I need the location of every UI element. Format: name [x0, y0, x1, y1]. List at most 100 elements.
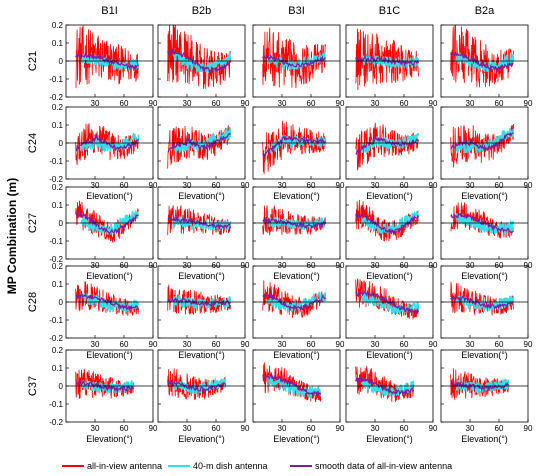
column-title-b2b: B2b: [192, 5, 212, 17]
row-label-c24: C24: [27, 133, 39, 153]
x-tick-label: 60: [120, 340, 129, 349]
y-tick-label: 0.2: [52, 262, 64, 271]
panel-c37-b1i: 0.2 0.1 0 -0.1 -0.2 30 60 90 Elevation(°): [49, 346, 158, 444]
x-axis-title: Elevation(°): [178, 434, 225, 444]
x-tick-label: 30: [371, 181, 380, 190]
row-label-c37: C37: [27, 376, 39, 396]
y-tick-label: -0.1: [49, 316, 63, 325]
y-tick-label: 0: [59, 219, 64, 228]
legend-label-smooth: smooth data of all-in-view antenna: [315, 461, 452, 471]
x-tick-label: 30: [183, 181, 192, 190]
x-axis-title: Elevation(°): [366, 434, 413, 444]
series-smooth: [167, 296, 232, 307]
column-title-b1c: B1C: [379, 5, 400, 17]
panel-c27-b2b: 30 60 90 Elevation(°): [157, 186, 250, 281]
series-smooth: [262, 134, 327, 158]
panel-c21-b2b: 30 60 90: [157, 24, 250, 108]
x-tick-label: 30: [91, 340, 100, 349]
row-label-c21: C21: [27, 51, 39, 71]
y-tick-label: 0.1: [52, 201, 64, 210]
x-axis-title: Elevation(°): [273, 350, 320, 360]
panel-c37-b1c: 30 60 90 Elevation(°): [345, 349, 438, 444]
x-tick-label: 30: [371, 424, 380, 433]
panel-c24-b2a: 30 60 90 Elevation(°): [440, 106, 533, 201]
series-all-in-view: [75, 25, 139, 88]
x-tick-label: 60: [307, 99, 316, 108]
x-tick-label: 90: [336, 424, 345, 433]
x-axis-title: Elevation(°): [461, 191, 508, 201]
y-tick-label: -0.1: [49, 400, 63, 409]
x-tick-label: 90: [429, 181, 438, 190]
panel-c37-b2b: 30 60 90 Elevation(°): [157, 349, 250, 444]
column-title-b3i: B3I: [288, 5, 305, 17]
x-tick-label: 90: [241, 99, 250, 108]
y-tick-label: -0.2: [49, 418, 63, 427]
series-smooth: [450, 132, 514, 152]
panel-c21-b2a: 30 60 90: [440, 24, 533, 108]
x-tick-label: 60: [307, 340, 316, 349]
panel-c28-b2b: 30 60 90 Elevation(°): [157, 265, 250, 360]
x-tick-label: 30: [278, 424, 287, 433]
panel-c28-b3i: 30 60 90 Elevation(°): [252, 265, 345, 360]
panel-c28-b2a: 30 60 90 Elevation(°): [440, 265, 533, 360]
series-all-in-view: [262, 280, 326, 318]
legend-item-all_in_view: all-in-view antenna: [62, 461, 162, 471]
series-smooth: [355, 212, 419, 235]
x-tick-label: 30: [183, 261, 192, 270]
x-tick-label: 60: [307, 181, 316, 190]
y-tick-label: -0.2: [49, 175, 63, 184]
y-tick-label: 0.1: [52, 364, 64, 373]
y-tick-label: -0.2: [49, 334, 63, 343]
x-tick-label: 30: [278, 99, 287, 108]
x-axis-title: Elevation(°): [366, 191, 413, 201]
x-tick-label: 30: [466, 261, 475, 270]
x-tick-label: 60: [120, 181, 129, 190]
x-axis-title: Elevation(°): [273, 434, 320, 444]
x-tick-label: 90: [524, 181, 533, 190]
y-tick-label: 0: [59, 139, 64, 148]
legend-label-dish_40m: 40-m dish antenna: [193, 461, 268, 471]
x-tick-label: 30: [371, 99, 380, 108]
y-tick-label: 0: [59, 298, 64, 307]
legend-item-dish_40m: 40-m dish antenna: [168, 461, 268, 471]
x-tick-label: 90: [336, 181, 345, 190]
panel-c21-b3i: 30 60 90: [252, 24, 345, 108]
x-tick-label: 30: [466, 181, 475, 190]
x-axis-title: Elevation(°): [461, 350, 508, 360]
x-tick-label: 90: [149, 99, 158, 108]
y-axis-title: MP Combination (m): [5, 178, 19, 294]
y-tick-label: 0.1: [52, 39, 64, 48]
series-all-in-view: [450, 281, 514, 316]
series-dish-40m: [455, 292, 515, 312]
series-dish-40m: [455, 53, 515, 73]
x-tick-label: 60: [212, 99, 221, 108]
panel-c37-b3i: 30 60 90 Elevation(°): [252, 349, 345, 444]
x-tick-label: 60: [212, 261, 221, 270]
x-tick-label: 60: [400, 261, 409, 270]
x-tick-label: 90: [241, 340, 250, 349]
x-tick-label: 60: [120, 424, 129, 433]
series-smooth: [355, 290, 420, 315]
column-title-b2a: B2a: [475, 5, 495, 17]
x-tick-label: 90: [149, 340, 158, 349]
x-tick-label: 30: [278, 261, 287, 270]
panel-c21-b1i: 0.2 0.1 0 -0.1 -0.2 30 60 90: [49, 21, 158, 108]
row-label-c27: C27: [27, 213, 39, 233]
series-smooth: [167, 379, 227, 394]
x-tick-label: 90: [336, 340, 345, 349]
x-tick-label: 60: [495, 99, 504, 108]
series-smooth: [450, 51, 514, 72]
x-axis-title: Elevation(°): [366, 350, 413, 360]
series-all-in-view: [167, 205, 231, 236]
x-tick-label: 90: [149, 261, 158, 270]
series-all-in-view: [167, 25, 231, 89]
x-tick-label: 30: [371, 340, 380, 349]
panel-c37-b2a: 30 60 90 Elevation(°): [440, 349, 533, 444]
x-tick-label: 30: [466, 99, 475, 108]
x-tick-label: 60: [212, 181, 221, 190]
series-all-in-view: [262, 120, 326, 175]
y-tick-label: 0.2: [52, 21, 64, 30]
x-axis-title: Elevation(°): [461, 271, 508, 281]
x-tick-label: 60: [400, 340, 409, 349]
